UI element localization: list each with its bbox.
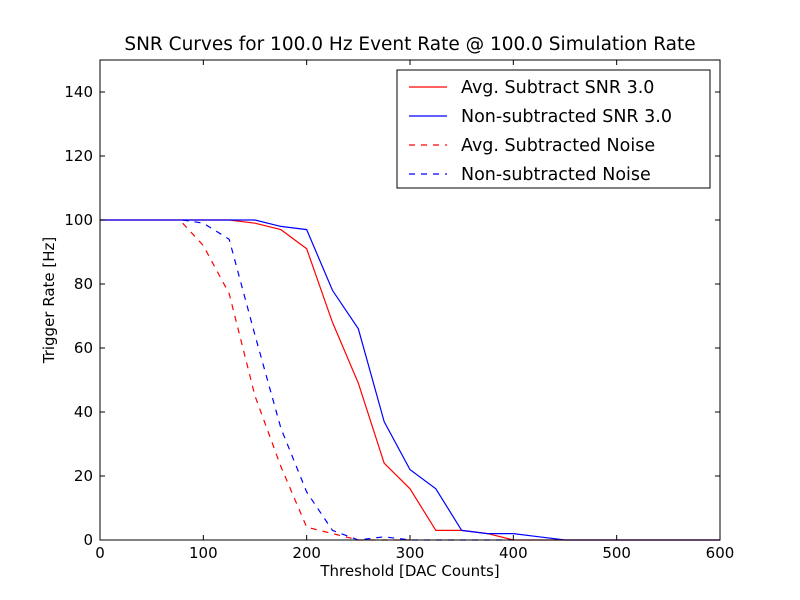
y-tick-label: 40 — [74, 403, 93, 421]
legend-label-2: Non-subtracted SNR 3.0 — [461, 107, 672, 127]
y-tick-label: 80 — [74, 275, 93, 293]
y-tick-label: 20 — [74, 467, 93, 485]
y-tick-label: 140 — [64, 83, 93, 101]
x-tick-label: 400 — [499, 544, 528, 562]
chart-title: SNR Curves for 100.0 Hz Event Rate @ 100… — [124, 34, 695, 55]
legend-label-1: Avg. Subtract SNR 3.0 — [461, 78, 654, 98]
y-tick-label: 100 — [64, 211, 93, 229]
y-tick-label: 60 — [74, 339, 93, 357]
y-tick-label: 0 — [83, 531, 93, 549]
x-tick-label: 0 — [95, 544, 105, 562]
legend-label-4: Non-subtracted Noise — [461, 165, 651, 185]
legend-box — [396, 69, 711, 189]
x-axis-label: Threshold [DAC Counts] — [319, 562, 499, 580]
y-tick-label: 120 — [64, 147, 93, 165]
legend: Avg. Subtract SNR 3.0 Non-subtracted SNR … — [396, 69, 711, 189]
axis-ticks: 0 100 200 300 400 500 600 0 20 40 60 80 100 120 140 — [64, 60, 734, 562]
x-tick-label: 500 — [602, 544, 631, 562]
x-tick-label: 600 — [706, 544, 735, 562]
x-tick-label: 100 — [189, 544, 218, 562]
legend-label-3: Avg. Subtracted Noise — [461, 136, 655, 156]
x-tick-label: 300 — [396, 544, 425, 562]
x-tick-label: 200 — [292, 544, 321, 562]
series-line-4 — [182, 219, 514, 541]
y-axis-label: Trigger Rate [Hz] — [40, 237, 58, 365]
